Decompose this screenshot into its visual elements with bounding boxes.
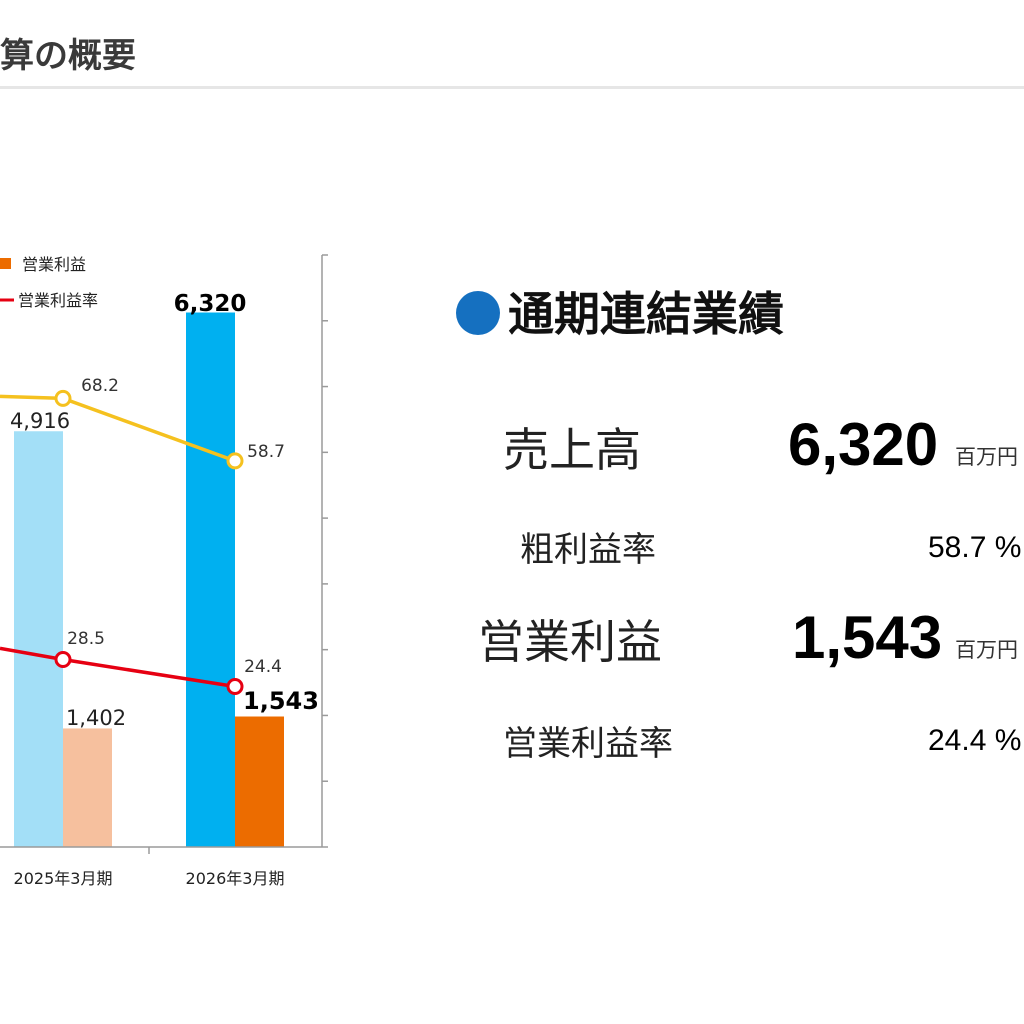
operating-margin-label: 営業利益率 bbox=[503, 724, 673, 764]
sales-unit: 百万円 bbox=[955, 445, 1018, 469]
right-axis-unit-label: （%） bbox=[338, 211, 340, 229]
gross-margin-value: 58.7 % bbox=[928, 531, 1022, 564]
sales-label: 売上高 bbox=[503, 423, 641, 477]
operating-income-value: 1,543 bbox=[792, 604, 943, 671]
bar-sales-1 bbox=[186, 312, 235, 848]
bullet-circle-icon bbox=[456, 291, 500, 335]
line-label-operating-margin-1: 24.4 bbox=[244, 657, 282, 677]
line-label-operating-margin-0: 28.5 bbox=[67, 629, 105, 649]
legend-swatch-operating-income bbox=[0, 258, 11, 269]
summary-heading: 通期連結業績 bbox=[456, 278, 784, 344]
operating-income-label: 営業利益 bbox=[478, 615, 662, 669]
bar-label-sales-0: 4,916 bbox=[10, 409, 70, 433]
sales-value: 6,320 bbox=[788, 411, 939, 478]
bar-label-operating-income-1: 1,543 bbox=[243, 687, 319, 715]
line-label-gross-margin-1: 58.7 bbox=[247, 442, 285, 462]
legend-label-operating-margin: 営業利益率 bbox=[18, 291, 98, 310]
bar-sales-0 bbox=[14, 431, 63, 847]
title-divider bbox=[0, 86, 1024, 89]
operating-margin-value: 24.4 % bbox=[928, 724, 1022, 757]
summary-heading-text: 通期連結業績 bbox=[508, 287, 784, 341]
point-operating-margin-1 bbox=[226, 678, 244, 696]
point-operating-margin-0 bbox=[54, 651, 72, 669]
gross-margin-label: 粗利益率 bbox=[520, 530, 656, 570]
point-gross-margin-0 bbox=[54, 389, 72, 407]
point-gross-margin-1 bbox=[226, 452, 244, 470]
operating-income-unit: 百万円 bbox=[955, 638, 1018, 662]
bar-operating-income-0 bbox=[63, 728, 112, 847]
bar-label-operating-income-0: 1,402 bbox=[66, 706, 126, 730]
x-axis-category-label-1: 2026年3月期 bbox=[186, 869, 285, 888]
bar-operating-income-1 bbox=[235, 716, 284, 847]
x-axis-category-label-0: 2025年3月期 bbox=[14, 869, 113, 888]
page-title: 算の概要 bbox=[0, 36, 136, 76]
line-label-gross-margin-0: 68.2 bbox=[81, 376, 119, 396]
legend-label-operating-income: 営業利益 bbox=[22, 255, 86, 274]
bar-label-sales-1: 6,320 bbox=[174, 291, 247, 317]
